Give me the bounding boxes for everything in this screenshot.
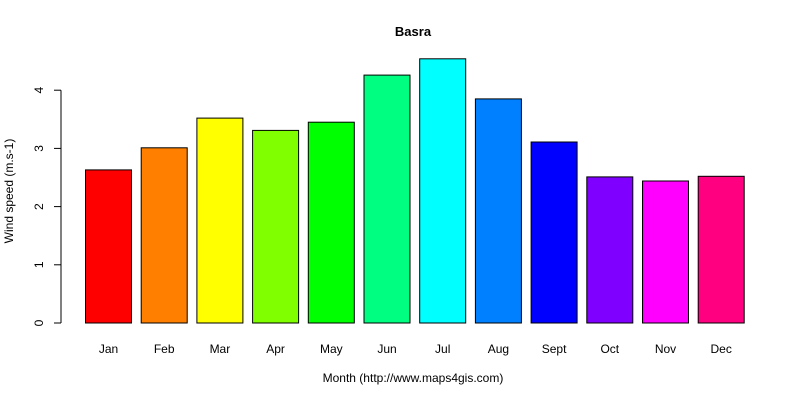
x-tick-label-aug: Aug: [488, 342, 509, 356]
x-tick-label-jun: Jun: [377, 342, 396, 356]
x-tick-label-nov: Nov: [655, 342, 676, 356]
bar-aug: [474, 98, 522, 324]
y-tick-label-3: 3: [32, 145, 46, 152]
x-tick-label-feb: Feb: [154, 342, 175, 356]
bar-oct: [586, 176, 634, 324]
y-tick-label-2: 2: [32, 203, 46, 210]
bar-mar: [196, 117, 244, 324]
bar-dec: [697, 175, 745, 324]
x-tick-label-dec: Dec: [711, 342, 732, 356]
x-tick-label-jul: Jul: [435, 342, 450, 356]
x-axis-title: Month (http://www.maps4gis.com): [323, 371, 504, 385]
bars-layer: [85, 58, 745, 324]
y-axis-title: Wind speed (m.s-1): [2, 139, 16, 244]
x-tick-label-may: May: [320, 342, 343, 356]
x-tick-label-apr: Apr: [266, 342, 285, 356]
bar-may: [307, 121, 355, 324]
bar-jun: [363, 74, 411, 324]
bar-nov: [642, 180, 689, 324]
x-axis-labels: Jan Feb Mar Apr May Jun Jul Aug Sept Oct Nov Dec: [99, 342, 732, 356]
x-tick-label-jan: Jan: [99, 342, 118, 356]
x-tick-label-oct: Oct: [600, 342, 619, 356]
x-tick-label-sept: Sept: [542, 342, 567, 356]
bar-sept: [530, 141, 578, 324]
bar-feb: [140, 147, 188, 324]
y-tick-label-1: 1: [32, 261, 46, 268]
y-tick-label-0: 0: [32, 319, 46, 326]
y-tick-label-4: 4: [32, 87, 46, 94]
y-axis: 0 1 2 3 4: [32, 87, 62, 326]
x-tick-label-mar: Mar: [210, 342, 231, 356]
bar-jul: [419, 58, 467, 324]
bar-jan: [85, 169, 132, 324]
bar-apr: [252, 129, 300, 324]
chart-title: Basra: [395, 24, 432, 39]
